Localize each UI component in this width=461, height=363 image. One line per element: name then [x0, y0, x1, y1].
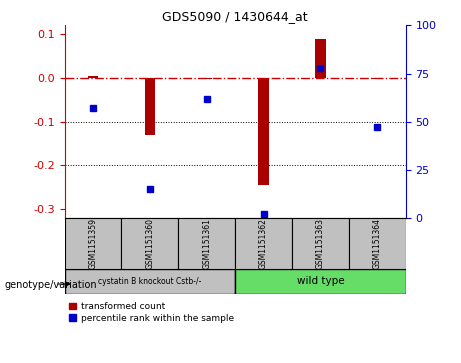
Bar — [235, 218, 292, 269]
Bar — [372, 78, 382, 79]
Bar — [121, 218, 178, 269]
Text: GSM1151360: GSM1151360 — [145, 218, 154, 269]
Bar — [235, 269, 406, 294]
Text: GSM1151362: GSM1151362 — [259, 218, 268, 269]
Title: GDS5090 / 1430644_at: GDS5090 / 1430644_at — [162, 10, 308, 23]
Bar — [259, 78, 269, 185]
Bar — [88, 76, 98, 78]
Bar — [145, 78, 155, 135]
Bar — [315, 38, 325, 78]
Text: genotype/variation: genotype/variation — [5, 280, 97, 290]
Legend: transformed count, percentile rank within the sample: transformed count, percentile rank withi… — [69, 302, 234, 323]
Bar — [201, 78, 212, 79]
Text: wild type: wild type — [296, 276, 344, 286]
Bar — [178, 218, 235, 269]
Text: cystatin B knockout Cstb-/-: cystatin B knockout Cstb-/- — [98, 277, 201, 286]
Bar — [292, 218, 349, 269]
Bar — [65, 218, 121, 269]
Bar — [65, 269, 235, 294]
Text: GSM1151364: GSM1151364 — [373, 218, 382, 269]
Text: GSM1151363: GSM1151363 — [316, 218, 325, 269]
Text: GSM1151359: GSM1151359 — [89, 218, 97, 269]
Text: GSM1151361: GSM1151361 — [202, 218, 211, 269]
Bar — [349, 218, 406, 269]
